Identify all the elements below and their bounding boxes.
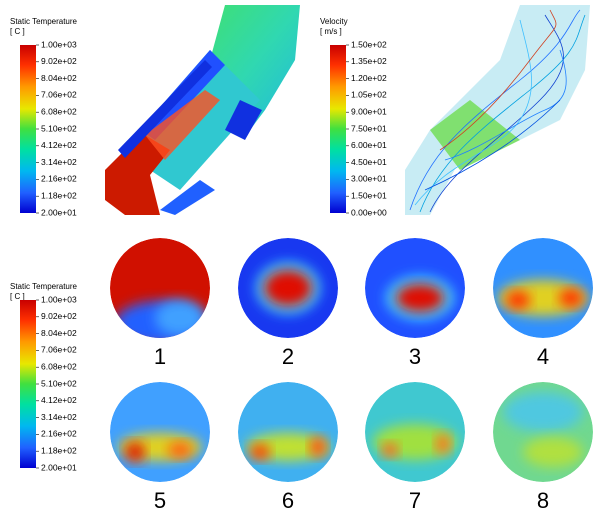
tick-label: 1.50e+02 — [351, 39, 387, 49]
tick-label: 1.00e+03 — [41, 294, 77, 304]
color-bar — [20, 300, 36, 468]
section-contour — [110, 382, 210, 482]
color-bar — [330, 45, 346, 213]
contour-blob — [503, 392, 583, 432]
contour-blob — [396, 284, 444, 312]
section-contour — [110, 238, 210, 345]
legend-unit: [ m/s ] — [320, 27, 342, 36]
section-fill — [238, 382, 338, 482]
contour-blob — [559, 289, 583, 307]
contour-blob — [523, 437, 583, 467]
tick-label: 1.35e+02 — [351, 56, 387, 66]
tick-label: 7.06e+02 — [41, 90, 77, 100]
tick-label: 4.50e+01 — [351, 157, 387, 167]
contour-blob — [250, 444, 270, 460]
tick-label: 1.00e+03 — [41, 39, 77, 49]
tick-label: 3.00e+01 — [351, 174, 387, 184]
tick-label: 3.14e+02 — [41, 412, 77, 422]
tick-label: 1.05e+02 — [351, 90, 387, 100]
tick-label: 7.50e+01 — [351, 123, 387, 133]
section-contour — [493, 238, 593, 338]
legend-unit: [ C ] — [10, 27, 25, 36]
tick-label: 3.14e+02 — [41, 157, 77, 167]
tick-label: 1.20e+02 — [351, 73, 387, 83]
tick-label: 6.08e+02 — [41, 361, 77, 371]
tick-label: 9.02e+02 — [41, 311, 77, 321]
section-contour — [238, 238, 338, 338]
tick-label: 1.18e+02 — [41, 445, 77, 455]
tick-label: 5.10e+02 — [41, 123, 77, 133]
tick-label: 8.04e+02 — [41, 328, 77, 338]
section-contour — [365, 238, 465, 338]
tick-label: 1.50e+01 — [351, 190, 387, 200]
tick-label: 2.00e+01 — [41, 207, 77, 217]
section-label: 5 — [154, 488, 166, 511]
contour-blob — [155, 300, 205, 336]
tick-label: 7.06e+02 — [41, 345, 77, 355]
section-label: 8 — [537, 488, 549, 511]
contour-blob — [310, 437, 326, 457]
legend-title: Velocity — [320, 17, 348, 26]
section-label: 4 — [537, 344, 549, 369]
contour-blob — [506, 291, 530, 309]
section-contour — [493, 382, 593, 482]
tick-label: 9.00e+01 — [351, 106, 387, 116]
section-label: 6 — [282, 488, 294, 511]
section-contour — [238, 382, 338, 482]
tick-label: 0.00e+00 — [351, 207, 387, 217]
section-label: 7 — [409, 488, 421, 511]
contour-blob — [264, 270, 312, 306]
color-bar — [20, 45, 36, 213]
figure: Static Temperature[ C ]1.00e+039.02e+028… — [0, 0, 603, 511]
legend-unit: [ C ] — [10, 292, 25, 301]
section-label: 2 — [282, 344, 294, 369]
contour-blob — [125, 442, 145, 462]
tick-label: 4.12e+02 — [41, 395, 77, 405]
tick-label: 2.00e+01 — [41, 462, 77, 472]
contour-blob — [168, 442, 192, 458]
velocity-streamlines — [405, 5, 590, 215]
tick-label: 2.16e+02 — [41, 429, 77, 439]
contour-blob — [382, 443, 398, 457]
tick-label: 2.16e+02 — [41, 174, 77, 184]
tick-label: 6.08e+02 — [41, 106, 77, 116]
section-contour — [365, 382, 465, 482]
section-label: 3 — [409, 344, 421, 369]
legend-title: Static Temperature — [10, 282, 78, 291]
tick-label: 6.00e+01 — [351, 140, 387, 150]
contour-blob — [436, 434, 450, 454]
tick-label: 1.18e+02 — [41, 190, 77, 200]
tick-label: 4.12e+02 — [41, 140, 77, 150]
section-label: 1 — [154, 344, 166, 369]
legend-title: Static Temperature — [10, 17, 78, 26]
section-fill — [110, 382, 210, 482]
tick-label: 8.04e+02 — [41, 73, 77, 83]
temperature-contour — [105, 5, 300, 215]
tick-label: 9.02e+02 — [41, 56, 77, 66]
tick-label: 5.10e+02 — [41, 378, 77, 388]
